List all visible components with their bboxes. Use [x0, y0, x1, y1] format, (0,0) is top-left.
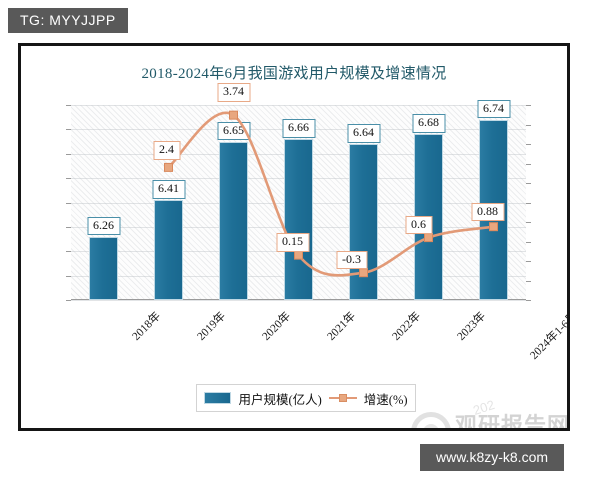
chart-inner: 2018-2024年6月我国游戏用户规模及增速情况 66.16.26.36.46…	[21, 46, 567, 428]
y-axis-left-tick	[66, 251, 71, 253]
watermark: 202 观研报告网 chinabaogao.com 观研报告网小程序	[411, 397, 567, 428]
legend-bar-label: 用户规模(亿人)	[238, 392, 322, 407]
bar-value-label: 6.26	[87, 216, 120, 236]
y-axis-left-tick	[66, 226, 71, 228]
y-axis-right-tick	[526, 241, 531, 243]
y-axis-right-tick	[526, 105, 531, 106]
y-axis-right-tick	[526, 183, 531, 184]
y-axis-right-tick	[526, 124, 531, 126]
y-axis-left-tick	[66, 153, 71, 155]
gridline	[71, 300, 526, 301]
growth-value-label: -0.3	[336, 250, 367, 270]
growth-value-label: 0.15	[276, 233, 309, 252]
bar	[153, 200, 184, 300]
growth-line-series	[164, 110, 498, 278]
growth-value-label: 0.88	[471, 202, 504, 222]
growth-value-label: 3.74	[217, 83, 250, 102]
x-axis-label: 2021年	[324, 310, 358, 344]
line-marker	[294, 250, 303, 260]
growth-value-label: 0.6	[405, 215, 432, 235]
growth-value-label: 2.4	[153, 141, 180, 161]
tag-badge: TG: MYYJJPP	[8, 8, 128, 33]
y-axis-left-tick	[66, 105, 71, 106]
legend-line-swatch	[328, 393, 357, 403]
growth-line-path	[167, 111, 495, 277]
legend-line-label: 增速(%)	[363, 392, 408, 407]
line-marker	[489, 222, 498, 232]
x-axis-label: 2023年	[454, 310, 488, 344]
chart-frame: 2018-2024年6月我国游戏用户规模及增速情况 66.16.26.36.46…	[18, 43, 570, 431]
bar	[218, 141, 249, 300]
y-axis-right-tick	[526, 261, 531, 262]
line-marker	[424, 233, 433, 243]
line-marker	[359, 268, 368, 278]
y-axis-left-tick	[66, 178, 71, 180]
y-axis-right-tick	[526, 202, 531, 204]
x-axis-label: 2020年	[259, 310, 293, 344]
bar-value-label: 6.68	[412, 114, 445, 134]
y-axis-left-tick	[66, 129, 71, 131]
bar	[88, 236, 119, 300]
bar-value-label: 6.41	[152, 180, 185, 199]
y-axis-right-tick	[526, 300, 531, 301]
bar-value-label: 6.66	[282, 119, 315, 138]
bar-value-label: 6.64	[347, 124, 380, 143]
x-axis-label: 2024年1-6月	[527, 310, 567, 362]
y-axis-right-tick	[526, 144, 531, 145]
legend-bar-swatch	[204, 392, 232, 404]
gridline	[71, 105, 526, 106]
bar	[283, 139, 314, 300]
y-axis-left-tick	[66, 300, 71, 301]
line-marker	[229, 110, 238, 120]
y-axis-right-tick	[526, 280, 531, 282]
line-marker	[164, 162, 173, 172]
watermark-year: 202	[471, 397, 497, 418]
watermark-logo-icon	[411, 412, 451, 428]
y-axis-left-tick	[66, 275, 71, 277]
bar-value-label: 6.74	[477, 99, 510, 119]
y-axis-right-tick	[526, 163, 531, 165]
chart-legend: 用户规模(亿人) 增速(%)	[196, 384, 416, 412]
y-axis-left-tick	[66, 202, 71, 204]
watermark-cn-text: 观研报告网	[455, 413, 567, 428]
url-badge: www.k8zy-k8.com	[420, 444, 565, 471]
page-title: 2018-2024年6月我国游戏用户规模及增速情况	[141, 66, 447, 82]
x-axis-label: 2019年	[194, 310, 228, 344]
plot-area: 66.16.26.36.46.56.66.76.8-1-0.500.511.52…	[66, 83, 531, 301]
y-axis-right-tick	[526, 222, 531, 223]
x-axis-label: 2018年	[129, 310, 163, 344]
x-axis-label: 2022年	[389, 310, 423, 344]
